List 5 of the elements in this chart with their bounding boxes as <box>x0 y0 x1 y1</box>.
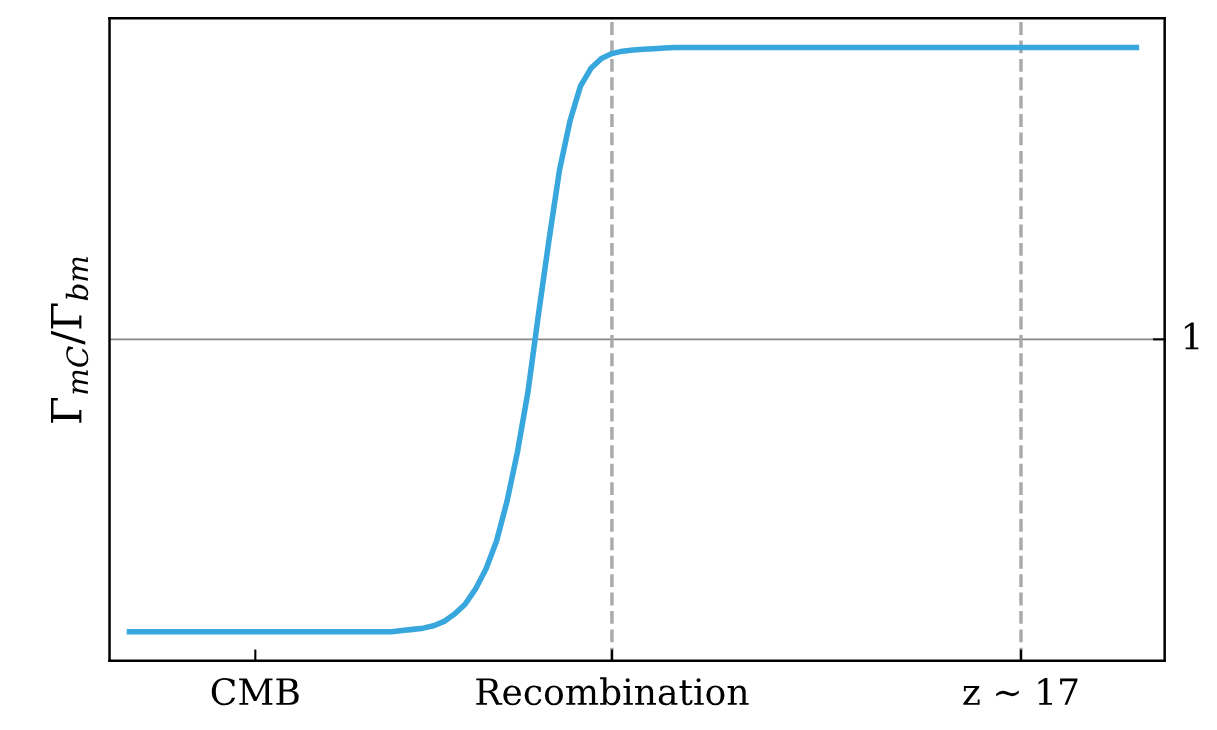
x-tick-label: CMB <box>211 677 299 706</box>
x-tick-label: Recombination <box>476 677 749 706</box>
x-tick-label: z ∼ 17 <box>963 677 1078 705</box>
y-axis-title: Γ$_{mC}$/Γ$_{bm}$ <box>51 257 89 423</box>
ref-line-label: 1 <box>1184 322 1199 350</box>
